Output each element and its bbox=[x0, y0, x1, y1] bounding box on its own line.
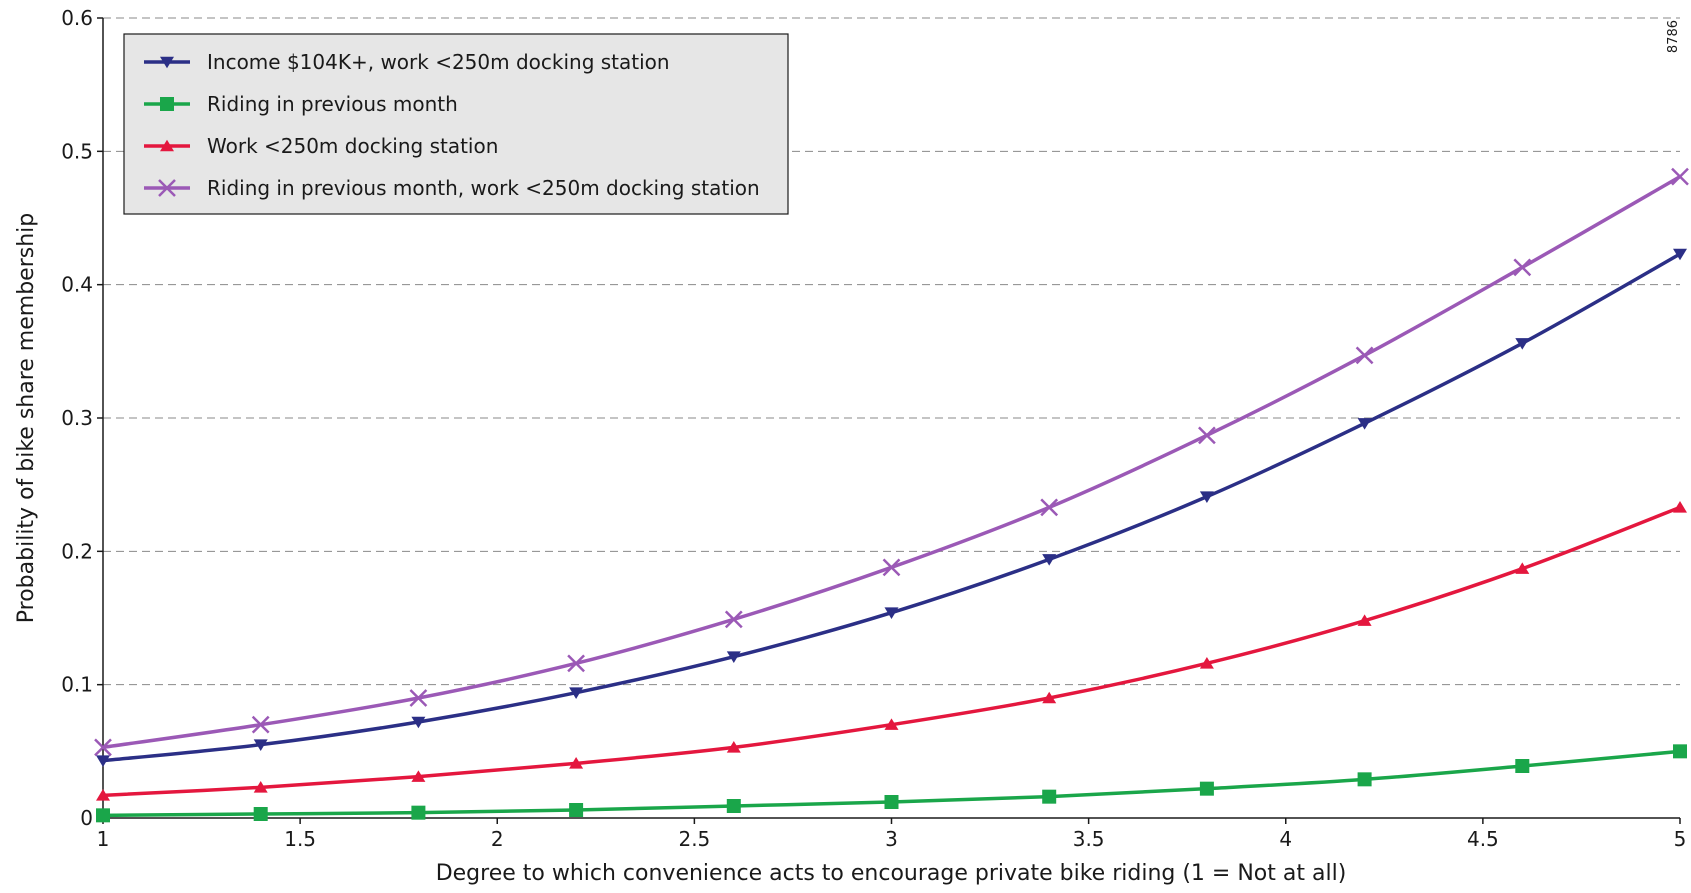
legend-label: Work <250m docking station bbox=[207, 134, 498, 158]
series-line bbox=[102, 505, 1681, 798]
x-axis-title: Degree to which convenience acts to enco… bbox=[436, 861, 1347, 886]
data-point bbox=[567, 654, 585, 673]
data-point bbox=[726, 741, 741, 753]
legend: Income $104K+, work <250m docking statio… bbox=[123, 33, 789, 215]
legend-swatch-marker bbox=[160, 139, 174, 152]
series-line bbox=[102, 175, 1681, 750]
data-point bbox=[409, 689, 428, 707]
x-tick-label: 1.5 bbox=[284, 827, 316, 851]
data-point bbox=[1515, 562, 1530, 574]
data-point bbox=[1673, 501, 1687, 513]
series-1 bbox=[96, 744, 1687, 823]
data-point bbox=[724, 610, 743, 629]
data-point bbox=[1042, 554, 1057, 566]
x-tick-label: 3.5 bbox=[1073, 827, 1105, 851]
tick-labels: 0 0.1 0.2 0.3 0.4 0.5 0.6 1 1.5 2 2.5 3 3.5 4 4.5 5 bbox=[61, 6, 1686, 851]
data-point bbox=[726, 651, 741, 663]
legend-label: Income $104K+, work <250m docking statio… bbox=[207, 50, 670, 74]
data-point bbox=[1357, 772, 1372, 787]
y-axis-title: Probability of bike share membership bbox=[14, 213, 39, 623]
data-point bbox=[1357, 418, 1372, 430]
legend-swatch-marker bbox=[160, 97, 174, 111]
data-point bbox=[94, 738, 112, 757]
data-point bbox=[1673, 744, 1687, 759]
data-point bbox=[251, 715, 270, 734]
legend-label: Riding in previous month, work <250m doc… bbox=[207, 176, 760, 200]
data-point bbox=[884, 718, 899, 730]
y-tick-label: 0 bbox=[80, 806, 93, 830]
data-point bbox=[1355, 346, 1374, 365]
data-point bbox=[411, 805, 426, 820]
data-point bbox=[884, 607, 899, 619]
x-tick-label: 4.5 bbox=[1467, 827, 1499, 851]
series bbox=[94, 167, 1689, 823]
series-3 bbox=[94, 167, 1689, 757]
x-tick-label: 3 bbox=[885, 827, 898, 851]
x-tick-label: 1 bbox=[97, 827, 110, 851]
legend-item: Riding in previous month bbox=[144, 92, 458, 116]
data-point bbox=[1515, 338, 1530, 350]
series-2 bbox=[96, 501, 1687, 801]
data-point bbox=[569, 803, 584, 817]
y-tick-label: 0.5 bbox=[61, 139, 93, 163]
legend-box bbox=[123, 33, 789, 215]
data-point bbox=[1673, 248, 1687, 261]
y-tick-label: 0.1 bbox=[61, 673, 93, 697]
x-tick-label: 4 bbox=[1279, 827, 1292, 851]
data-point bbox=[1040, 498, 1059, 517]
data-point bbox=[726, 799, 741, 813]
data-point bbox=[1357, 614, 1372, 626]
data-point bbox=[1199, 781, 1214, 796]
data-point bbox=[96, 755, 110, 767]
data-point bbox=[882, 558, 901, 577]
data-point bbox=[569, 687, 584, 699]
y-tick-label: 0.4 bbox=[61, 273, 93, 297]
y-tick-label: 0.3 bbox=[61, 406, 93, 430]
x-tick-label: 5 bbox=[1674, 827, 1687, 851]
data-point bbox=[411, 770, 426, 782]
y-tick-label: 0.6 bbox=[61, 6, 93, 30]
figure-code: 8786 bbox=[1666, 20, 1681, 53]
data-point bbox=[884, 795, 899, 809]
data-point bbox=[253, 739, 268, 751]
x-tick-label: 2 bbox=[491, 827, 504, 851]
data-point bbox=[96, 808, 110, 823]
y-tick-label: 0.2 bbox=[61, 539, 93, 563]
data-point bbox=[411, 716, 426, 729]
series-line bbox=[102, 252, 1681, 763]
data-point bbox=[1671, 167, 1689, 186]
data-point bbox=[1042, 789, 1057, 804]
x-tick-label: 2.5 bbox=[678, 827, 710, 851]
gridlines bbox=[103, 17, 1680, 686]
data-point bbox=[1515, 759, 1530, 773]
data-point bbox=[96, 789, 110, 801]
data-point bbox=[1513, 258, 1532, 277]
data-point bbox=[253, 781, 268, 793]
legend-item: Work <250m docking station bbox=[144, 134, 498, 158]
legend-item: Income $104K+, work <250m docking statio… bbox=[144, 50, 670, 74]
data-point bbox=[569, 757, 584, 769]
data-point bbox=[253, 807, 268, 821]
legend-item: Riding in previous month, work <250m doc… bbox=[144, 176, 760, 200]
data-point bbox=[1199, 491, 1214, 503]
legend-label: Riding in previous month bbox=[207, 92, 458, 116]
data-point bbox=[1198, 426, 1216, 445]
series-0 bbox=[96, 248, 1687, 767]
data-point bbox=[1199, 657, 1214, 669]
legend-swatch-marker bbox=[160, 56, 174, 69]
data-point bbox=[1042, 691, 1057, 704]
legend-swatch-marker bbox=[158, 179, 176, 197]
